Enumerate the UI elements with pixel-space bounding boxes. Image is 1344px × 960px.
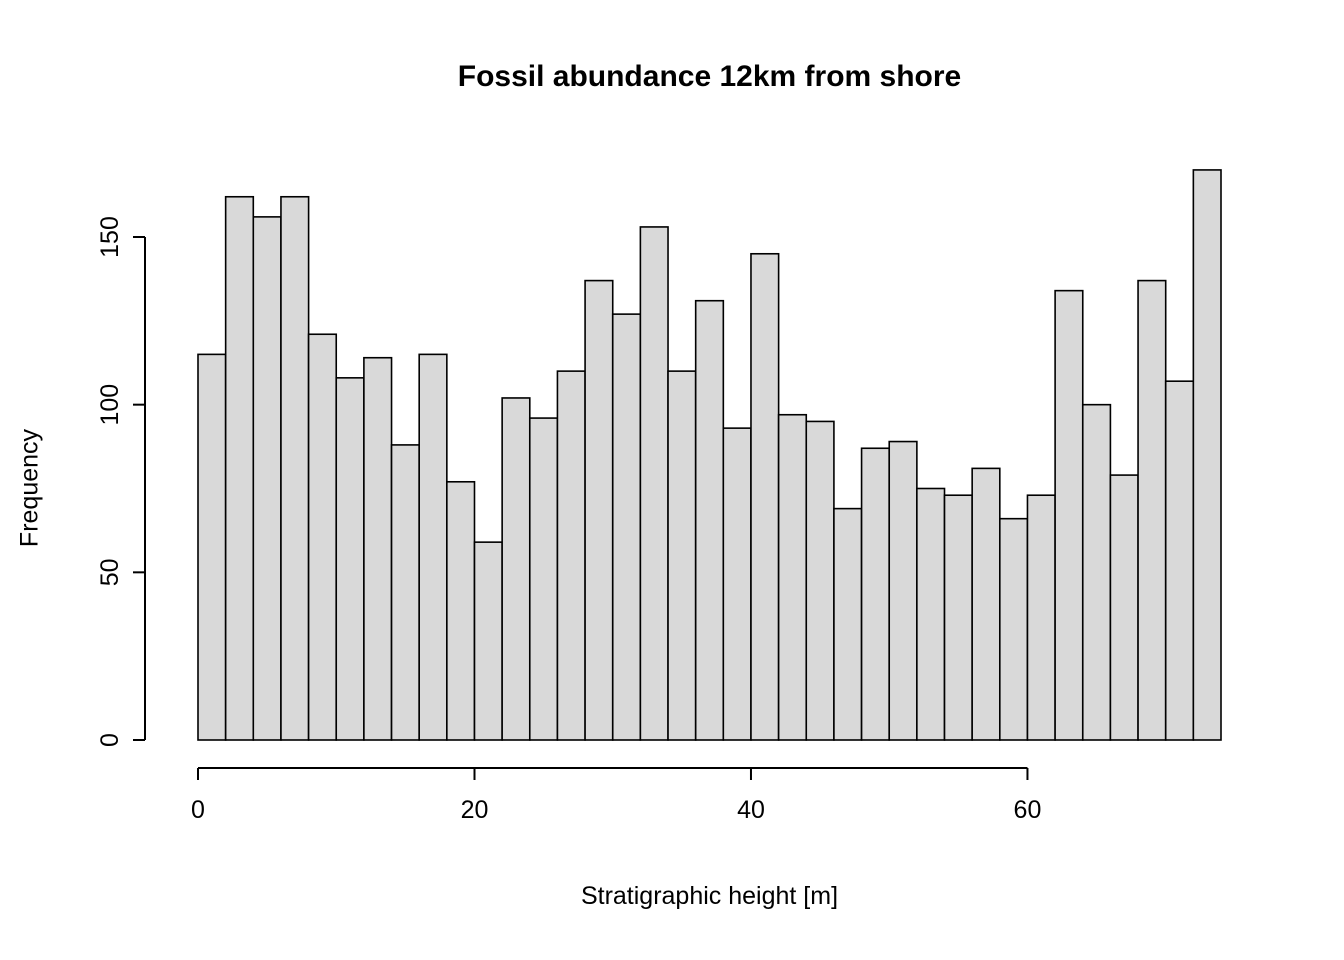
y-tick-label: 100	[96, 384, 124, 426]
histogram-bar	[197, 353, 227, 741]
histogram-bar	[750, 252, 780, 741]
histogram-bar	[833, 507, 863, 741]
histogram-bar	[667, 370, 697, 741]
y-axis-label: Frequency	[15, 428, 44, 548]
y-tick-label: 50	[96, 558, 124, 586]
histogram-bar	[473, 541, 503, 741]
chart-title: Fossil abundance 12km from shore	[457, 60, 962, 93]
histogram-bar	[611, 313, 642, 741]
histogram-bar	[224, 195, 255, 741]
histogram-bar	[722, 427, 752, 741]
histogram-bar	[639, 226, 669, 741]
histogram-bar	[805, 420, 835, 741]
histogram-bar	[528, 417, 559, 741]
histogram-bar	[1026, 494, 1056, 741]
histogram-bar	[777, 413, 808, 741]
y-tick-label: 150	[96, 216, 124, 258]
x-axis-label: Stratigraphic height [m]	[580, 882, 839, 910]
histogram-bar	[694, 299, 725, 741]
x-tick-label: 20	[461, 796, 489, 824]
histogram-bar	[1192, 169, 1222, 741]
histogram-bar	[943, 494, 973, 741]
x-tick-label: 0	[191, 796, 205, 824]
histogram-bar	[860, 447, 891, 741]
histogram-bar	[556, 370, 586, 741]
histogram-bar	[971, 467, 1001, 741]
histogram-bar	[1081, 403, 1112, 741]
histogram-bar	[280, 195, 310, 741]
histogram-bar	[252, 216, 282, 741]
histogram-bar	[1054, 289, 1084, 741]
histogram-bar	[999, 517, 1029, 741]
histogram-bar	[418, 353, 448, 741]
histogram-bar	[501, 397, 531, 741]
histogram-bar	[1164, 380, 1195, 741]
histogram-bar	[1137, 279, 1167, 741]
histogram-bar	[888, 440, 918, 741]
histogram-bar	[446, 480, 476, 741]
x-tick-label: 40	[737, 796, 765, 824]
histogram-bar	[363, 356, 393, 741]
histogram-bar	[1109, 474, 1139, 741]
y-tick-label: 0	[96, 733, 124, 747]
histogram-bar	[335, 377, 365, 741]
histogram-bar	[584, 279, 614, 741]
x-tick-label: 60	[1014, 796, 1042, 824]
histogram-bar	[390, 444, 420, 741]
histogram-bar	[307, 333, 338, 741]
histogram-bar	[916, 487, 946, 741]
